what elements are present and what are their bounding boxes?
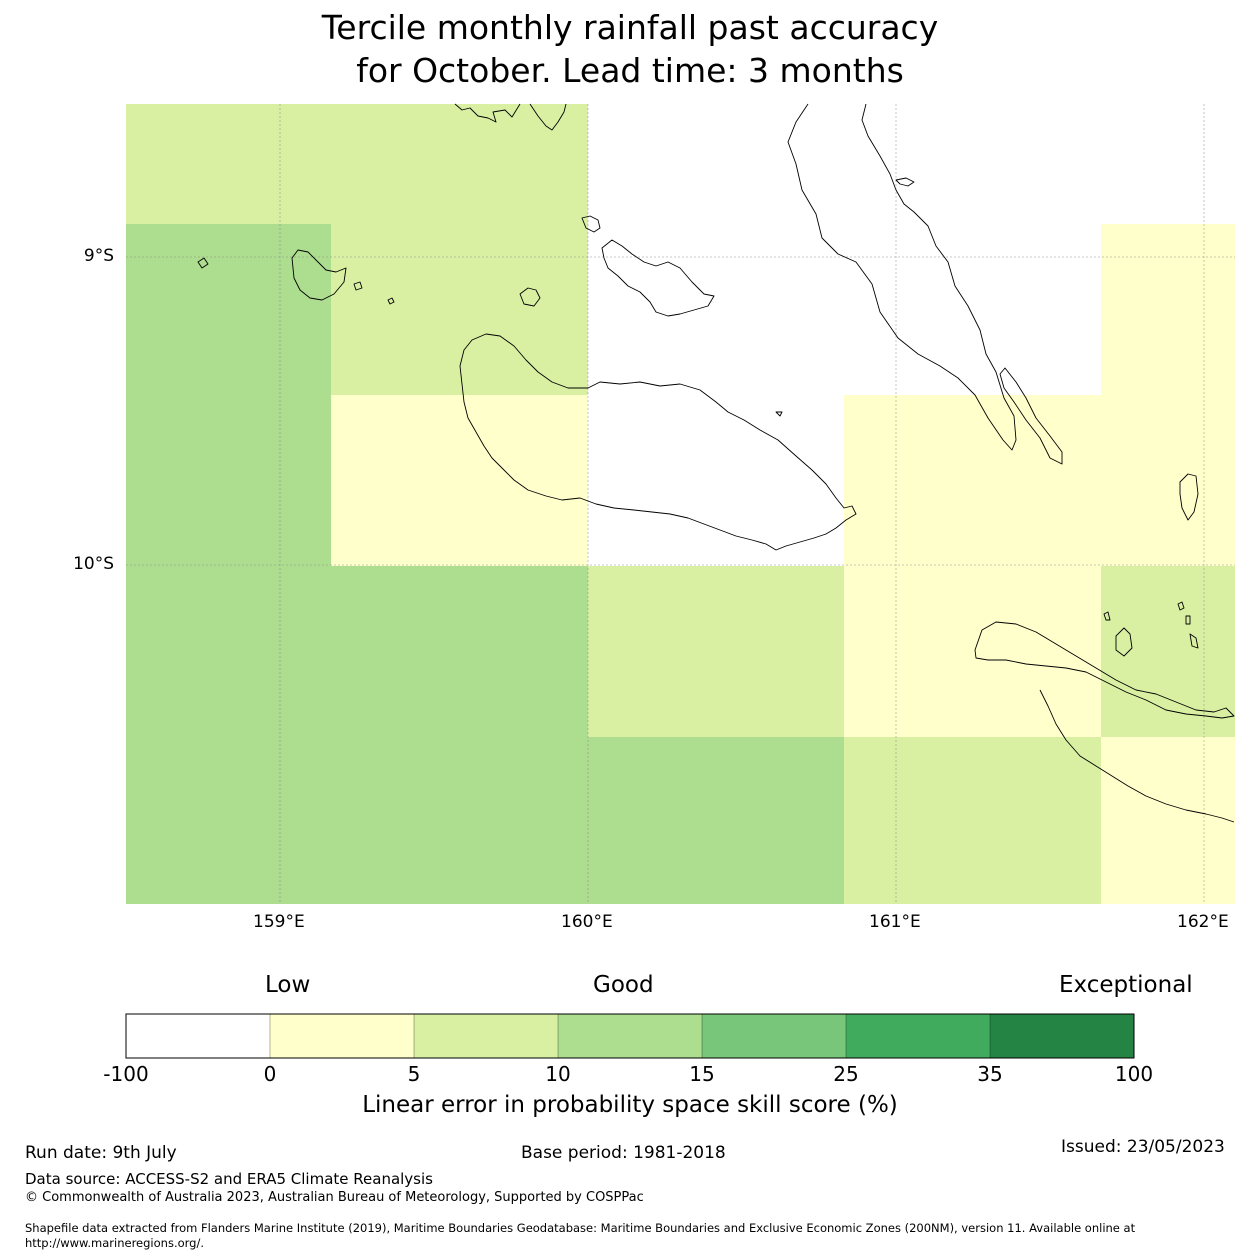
coastline-islet xyxy=(353,281,363,291)
grid-cell xyxy=(844,737,1101,904)
category-good: Good xyxy=(593,972,654,998)
coastline-islet xyxy=(581,215,601,233)
colorbar-segment xyxy=(558,1014,702,1058)
coastline-malaita xyxy=(787,103,1017,451)
grid-cell xyxy=(844,566,1101,737)
colorbar-tick: 5 xyxy=(407,1062,421,1086)
grid-cell xyxy=(1101,224,1235,395)
coastline-islet xyxy=(1103,611,1111,621)
grid-cell xyxy=(844,395,1235,566)
category-exceptional: Exceptional xyxy=(1059,972,1193,998)
colorbar-segment xyxy=(990,1014,1134,1058)
colorbar-segment xyxy=(270,1014,414,1058)
grid-cell xyxy=(331,224,588,395)
colorbar-frame xyxy=(125,1013,1135,1059)
grid-cell xyxy=(588,566,844,737)
coastline-islet xyxy=(529,103,567,131)
coastline-islet xyxy=(895,177,915,187)
coastline-islet xyxy=(197,257,209,269)
shapefile-credit-line-2: http://www.marineregions.org/. xyxy=(25,1236,204,1250)
grid-cell xyxy=(126,566,588,904)
colorbar-segment xyxy=(126,1014,270,1058)
colorbar-tick: 100 xyxy=(1114,1062,1154,1086)
coastline-nggela xyxy=(601,239,715,317)
y-tick-label: 10°S xyxy=(73,554,114,574)
grid-cell xyxy=(1101,566,1235,737)
coastline-islet xyxy=(519,287,541,307)
title-line-2: for October. Lead time: 3 months xyxy=(356,51,904,90)
coastline-makira-south xyxy=(1039,689,1235,823)
colorbar-segment xyxy=(702,1014,846,1058)
coastline-ulawa xyxy=(1179,473,1199,521)
colorbar-tick: 25 xyxy=(833,1062,859,1086)
base-period: Base period: 1981-2018 xyxy=(521,1143,726,1163)
copyright: © Commonwealth of Australia 2023, Austra… xyxy=(25,1190,644,1205)
run-date: Run date: 9th July xyxy=(25,1143,177,1163)
coastline-islet xyxy=(1189,633,1199,649)
gridlines xyxy=(126,104,1235,904)
coastline-islet xyxy=(775,411,783,417)
coastline-russell-islands xyxy=(291,249,347,301)
colorbar-tick: 10 xyxy=(545,1062,571,1086)
colorbar-segment xyxy=(414,1014,558,1058)
colorbar xyxy=(125,1013,1135,1059)
title-line-1: Tercile monthly rainfall past accuracy xyxy=(321,8,939,47)
skill-grid-cells xyxy=(126,104,1235,904)
colorbar-segment xyxy=(846,1014,990,1058)
coastline-islet xyxy=(387,297,395,305)
x-tick-label: 161°E xyxy=(869,912,921,932)
colorbar-label: Linear error in probability space skill … xyxy=(362,1092,898,1118)
x-tick-label: 159°E xyxy=(253,912,305,932)
coastline-small-malaita xyxy=(999,367,1063,465)
coastline-islet xyxy=(1177,601,1185,611)
x-tick-label: 162°E xyxy=(1177,912,1229,932)
coastline-santa-isabel xyxy=(454,103,521,123)
shapefile-credit-line-1: Shapefile data extracted from Flanders M… xyxy=(25,1221,1136,1235)
colorbar-tick: -100 xyxy=(103,1062,149,1086)
coastline-guadalcanal xyxy=(459,333,857,551)
data-source: Data source: ACCESS-S2 and ERA5 Climate … xyxy=(25,1170,433,1188)
coastlines xyxy=(197,103,1235,823)
category-low: Low xyxy=(265,972,311,998)
colorbar-tick: 15 xyxy=(689,1062,715,1086)
map-title: Tercile monthly rainfall past accuracy f… xyxy=(0,6,1260,92)
y-tick-label: 9°S xyxy=(83,246,114,266)
colorbar-tick: 0 xyxy=(263,1062,277,1086)
coastline-islet xyxy=(1185,615,1191,625)
coastline-islet xyxy=(1115,627,1133,657)
issued-date: Issued: 23/05/2023 xyxy=(1061,1137,1225,1157)
colorbar-tick: 35 xyxy=(977,1062,1003,1086)
grid-cell xyxy=(588,737,844,904)
grid-cell xyxy=(331,395,588,566)
grid-cell xyxy=(126,104,588,224)
coastline-makira xyxy=(974,621,1235,719)
grid-cell xyxy=(1101,737,1235,904)
x-tick-label: 160°E xyxy=(561,912,613,932)
grid-cell xyxy=(126,224,331,566)
